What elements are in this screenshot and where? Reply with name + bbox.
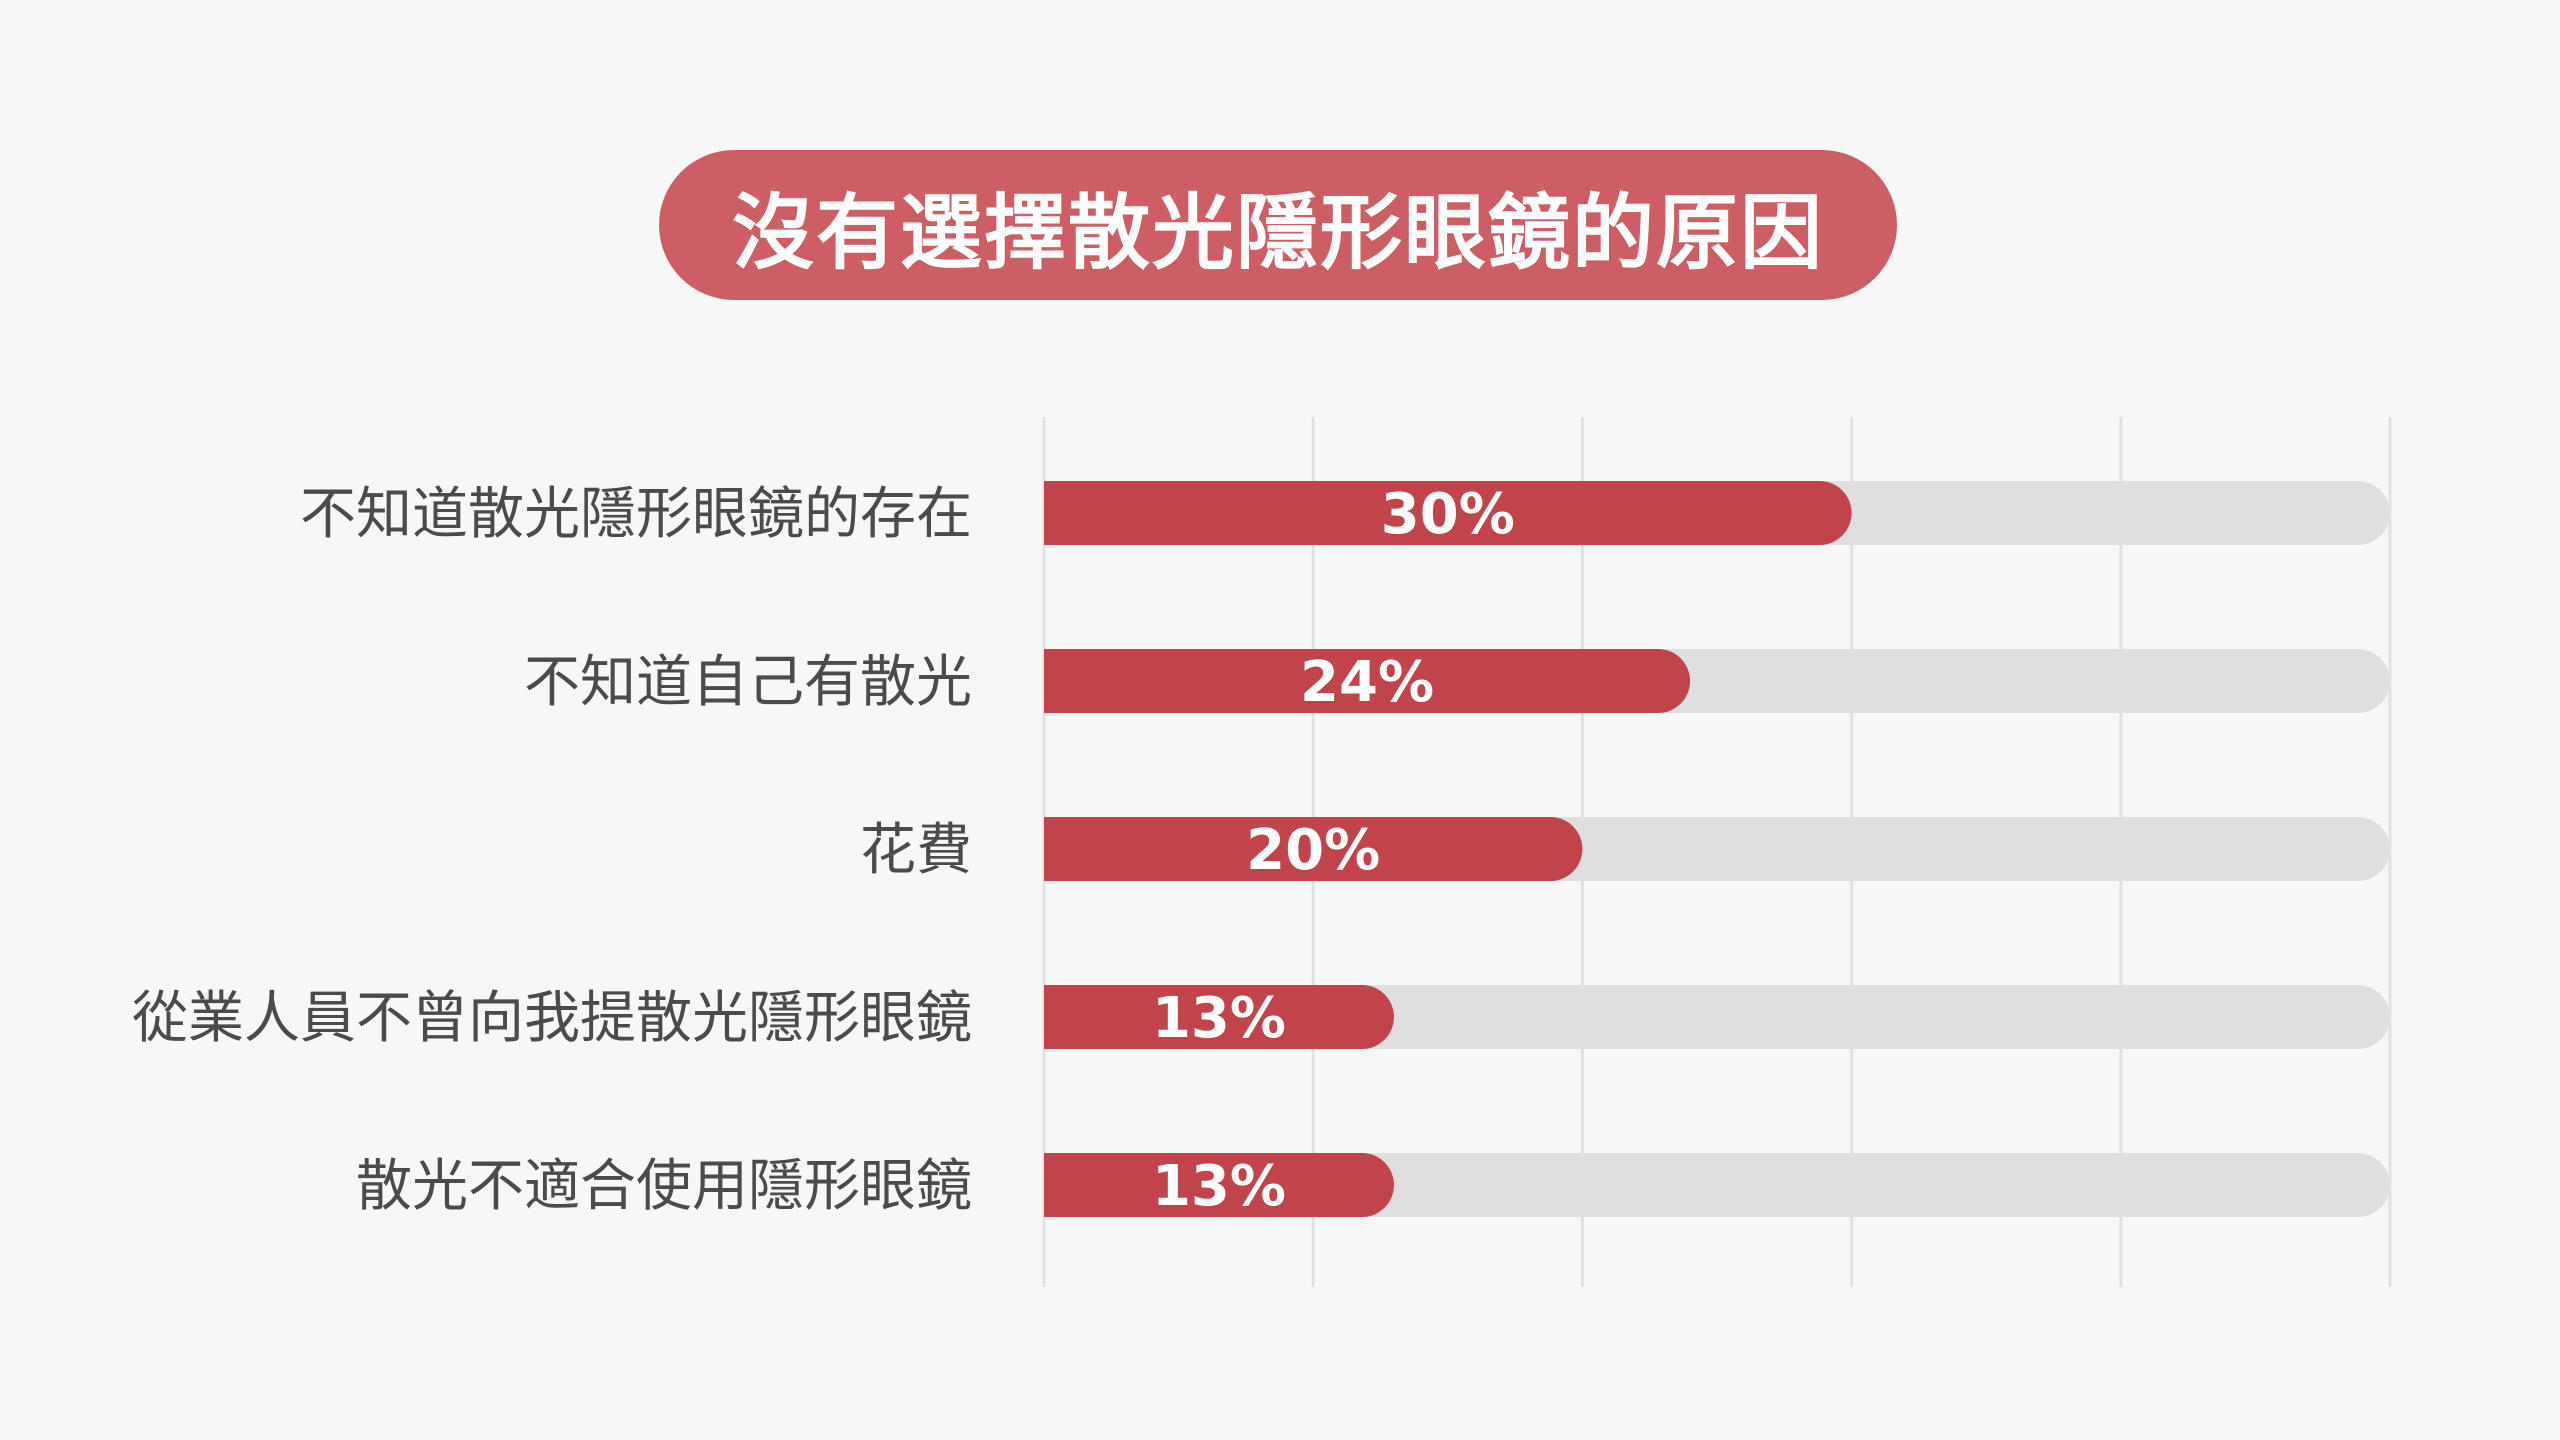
data-bar [1044, 985, 1394, 1049]
value-label: 13% [1152, 1154, 1286, 1219]
category-label: 不知道自己有散光 [524, 650, 972, 715]
value-label: 13% [1152, 986, 1286, 1051]
data-bar [1044, 649, 1691, 713]
value-label: 20% [1246, 818, 1380, 883]
category-label: 散光不適合使用隱形眼鏡 [356, 1154, 972, 1219]
category-label: 不知道散光隱形眼鏡的存在 [300, 482, 972, 547]
chart-title-pill: 沒有選擇散光隱形眼鏡的原因 [659, 150, 1897, 300]
value-label: 30% [1381, 482, 1515, 547]
category-label: 花費 [860, 818, 972, 883]
chart-title: 沒有選擇散光隱形眼鏡的原因 [731, 185, 1824, 281]
data-bar [1044, 817, 1583, 881]
data-bar [1044, 1153, 1394, 1217]
category-label: 從業人員不曾向我提散光隱形眼鏡 [132, 986, 972, 1051]
value-label: 24% [1300, 650, 1434, 715]
data-bar [1044, 481, 1852, 545]
